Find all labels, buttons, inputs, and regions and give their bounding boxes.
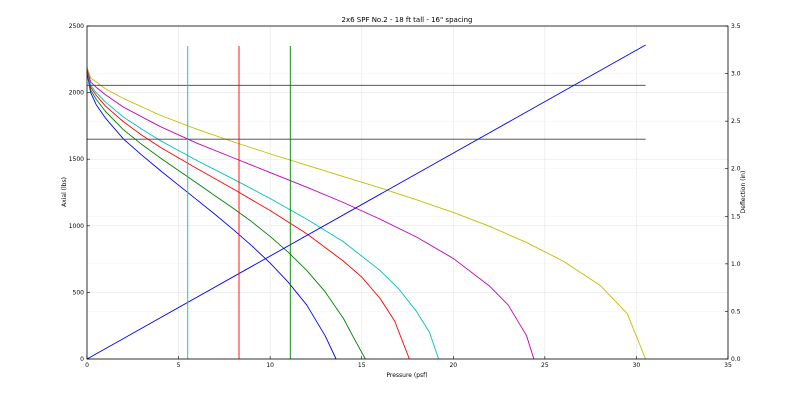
x-axis-label: Pressure (psf) [386, 372, 427, 379]
y2-tick-label: 0.0 [731, 356, 741, 363]
series-line-1 [86, 71, 366, 360]
series-line-0 [86, 72, 337, 360]
y2-tick-label: 3.5 [731, 23, 741, 30]
x-tick-label: 10 [266, 362, 274, 369]
y2-tick-label: 2.5 [731, 118, 741, 125]
x-tick-label: 5 [177, 362, 181, 369]
series-line-8 [86, 44, 646, 360]
x-tick-label: 30 [633, 362, 641, 369]
y2-tick-label: 0.5 [731, 308, 741, 315]
series-line-4 [86, 68, 535, 360]
y2-tick-label: 1.5 [731, 213, 741, 220]
x-tick-label: 20 [449, 362, 457, 369]
series-line-5 [86, 67, 647, 360]
x-tick-label: 15 [358, 362, 366, 369]
y-tick-label: 500 [73, 289, 85, 296]
y-tick-label: 2000 [69, 90, 84, 97]
y2-tick-label: 3.0 [731, 71, 741, 78]
y-tick-label: 2500 [69, 23, 84, 30]
y-tick-label: 0 [80, 356, 84, 363]
y2-tick-label: 1.0 [731, 261, 741, 268]
series-line-3 [86, 69, 440, 360]
y-tick-label: 1000 [69, 223, 84, 230]
plot-frame [86, 25, 729, 360]
series-group [86, 44, 647, 360]
y-axis-label: Axial (lbs) [61, 177, 68, 207]
x-tick-label: 35 [724, 362, 732, 369]
y2-tick-label: 2.0 [731, 166, 741, 173]
y-tick-label: 1500 [69, 156, 84, 163]
x-tick-label: 0 [85, 362, 89, 369]
tick-group: 0 5 10 15 20 25 30 35 0 500 1000 1500 2000 2500 0.0 0.5… [69, 23, 741, 369]
y2-axis-label: Deflection (in) [740, 171, 747, 214]
series-line-2 [86, 69, 410, 360]
chart-title: 2x6 SPF No.2 - 18 ft tall - 16" spacing [342, 16, 473, 24]
x-tick-label: 25 [541, 362, 549, 369]
